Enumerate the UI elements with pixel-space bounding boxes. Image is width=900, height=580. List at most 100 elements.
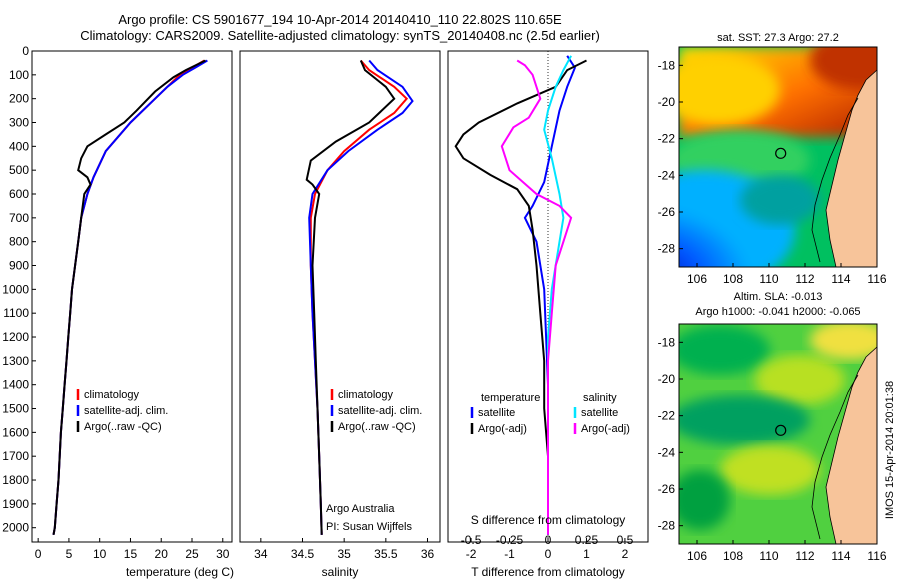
temp-xlabel: temperature (deg C) (126, 565, 234, 579)
map-y-tick-label: -28 (658, 242, 676, 256)
sla-map-title: Altim. SLA: -0.013 (734, 291, 823, 303)
series-line-0-0 (52, 59, 205, 535)
difference-panel: -2 -1 0 1 2 -0.5 -0.25 0 0.25 0.5 temperature salin… (447, 50, 649, 561)
sla-isobath (811, 374, 859, 540)
sst-teal-patch (740, 175, 820, 225)
sla-patch-1 (679, 325, 770, 375)
series-line-0-1 (52, 59, 208, 535)
series-line-1-2 (305, 60, 396, 535)
title-line1: Argo profile: CS 5901677_194 10-Apr-2014… (118, 12, 562, 27)
imos-timestamp: IMOS 15-Apr-2014 20:01:38 (884, 381, 896, 519)
map-x-tick-label: 110 (759, 272, 778, 286)
y-tick-label: 1000 (2, 282, 29, 296)
x-tick-label-s: 0 (545, 533, 552, 547)
legend-label: climatology (84, 389, 140, 401)
legend-label: satellite (581, 407, 618, 419)
sst-map-frame (678, 46, 878, 268)
map-x-tick-label: 114 (831, 272, 850, 286)
argo-australia-label: Argo Australia (326, 503, 395, 515)
x-tick-label: 10 (93, 547, 107, 561)
y-tick-label: 200 (9, 92, 29, 106)
legend-label: satellite (478, 407, 515, 419)
legend-header-temp: temperature (481, 392, 540, 404)
y-tick-label: 900 (9, 259, 29, 273)
map-y-tick-label: -20 (658, 372, 676, 386)
diff-xlabel: T difference from climatology (471, 565, 625, 579)
x-tick-label: 36 (421, 547, 435, 561)
map-y-tick-label: -26 (658, 205, 676, 219)
y-tick-label: 1700 (2, 449, 29, 463)
map-y-tick-label: -22 (658, 409, 676, 423)
y-tick-label: 100 (9, 68, 29, 82)
legend-label: satellite-adj. clim. (84, 405, 168, 417)
map-x-tick-label: 106 (687, 549, 707, 563)
sst-map-title: sat. SST: 27.3 Argo: 27.2 (717, 32, 839, 44)
sla-map-subtitle: Argo h1000: -0.041 h2000: -0.065 (695, 306, 860, 318)
y-tick-label: 1900 (2, 497, 29, 511)
x-tick-label-s: 0.25 (575, 533, 599, 547)
diff-xlabel-top: S difference from climatology (471, 513, 626, 527)
map-x-tick-label: 116 (867, 272, 886, 286)
salinity-panel: 34 34.5 35 35.5 36 climatology satellite-adj. … (239, 50, 441, 561)
legend-label: Argo(..raw -QC) (84, 421, 162, 433)
sla-patch-6 (810, 324, 877, 360)
sst-land (825, 47, 877, 267)
x-tick-label: 34.5 (291, 547, 315, 561)
series-line-2-1 (454, 59, 587, 535)
y-tick-label: 300 (9, 116, 29, 130)
legend-label: Argo(-adj) (478, 423, 527, 435)
sla-patch-2 (755, 355, 845, 405)
map-x-tick-label: 112 (795, 549, 814, 563)
legend-label: climatology (338, 389, 394, 401)
title-line2: Climatology: CARS2009. Satellite-adjuste… (80, 28, 600, 43)
series-line-2-0 (523, 55, 577, 535)
map-x-tick-label: 106 (687, 272, 707, 286)
x-tick-label: 1 (583, 547, 590, 561)
y-tick-label: 1100 (3, 306, 29, 320)
y-tick-label: 0 (22, 44, 29, 58)
y-tick-label: 2000 (2, 521, 29, 535)
map-x-tick-label: 108 (723, 272, 743, 286)
sst-yellow-patch (679, 55, 780, 125)
argo-float-marker (775, 424, 787, 436)
x-tick-label: -1 (504, 547, 515, 561)
sla-map: 106 108 110 112 114 116 -18 -20 -22 -24 -26 -28 Alt… (658, 291, 887, 563)
map-y-tick-label: -24 (658, 445, 676, 459)
x-tick-label-s: -0.5 (461, 533, 482, 547)
map-x-tick-label: 110 (759, 549, 778, 563)
y-tick-label: 1800 (2, 473, 29, 487)
legend-label: Argo(..raw -QC) (338, 421, 416, 433)
sla-patch-3 (679, 395, 810, 445)
x-tick-label: 20 (155, 547, 169, 561)
y-tick-label: 1400 (2, 378, 29, 392)
map-y-tick-label: -28 (658, 519, 676, 533)
y-tick-label: 600 (9, 187, 29, 201)
x-tick-label: 0 (545, 547, 552, 561)
x-tick-label: 5 (66, 547, 73, 561)
legend-label: satellite-adj. clim. (338, 405, 422, 417)
map-x-tick-label: 114 (831, 549, 850, 563)
x-tick-label-s: 0.5 (617, 533, 634, 547)
sst-map: 106 108 110 112 114 116 -18 -20 -22 -24 -26 -28 sat… (658, 32, 887, 286)
map-x-tick-label: 108 (723, 549, 743, 563)
legend-header-sal: salinity (583, 392, 617, 404)
map-y-tick-label: -24 (658, 168, 676, 182)
y-tick-label: 1600 (2, 425, 29, 439)
sst-isobath (811, 97, 859, 263)
x-tick-label: 34 (254, 547, 268, 561)
map-y-tick-label: -18 (658, 58, 676, 72)
series-line-0-2 (52, 59, 206, 535)
x-tick-label: 0 (35, 547, 42, 561)
sla-land (825, 324, 877, 544)
series-line-1-0 (309, 59, 409, 535)
map-x-tick-label: 112 (795, 272, 814, 286)
map-y-tick-label: -20 (658, 95, 676, 109)
sst-hot-patch (810, 47, 877, 90)
argo-float-marker (775, 147, 787, 159)
y-tick-label: 1300 (2, 354, 29, 368)
temperature-panel: 0 5 10 15 20 25 300100200300400500600700800900… (2, 44, 233, 561)
pi-label: PI: Susan Wijffels (326, 521, 412, 533)
x-tick-label: 35.5 (374, 547, 398, 561)
map-y-tick-label: -26 (658, 482, 676, 496)
sla-map-frame (678, 323, 878, 545)
